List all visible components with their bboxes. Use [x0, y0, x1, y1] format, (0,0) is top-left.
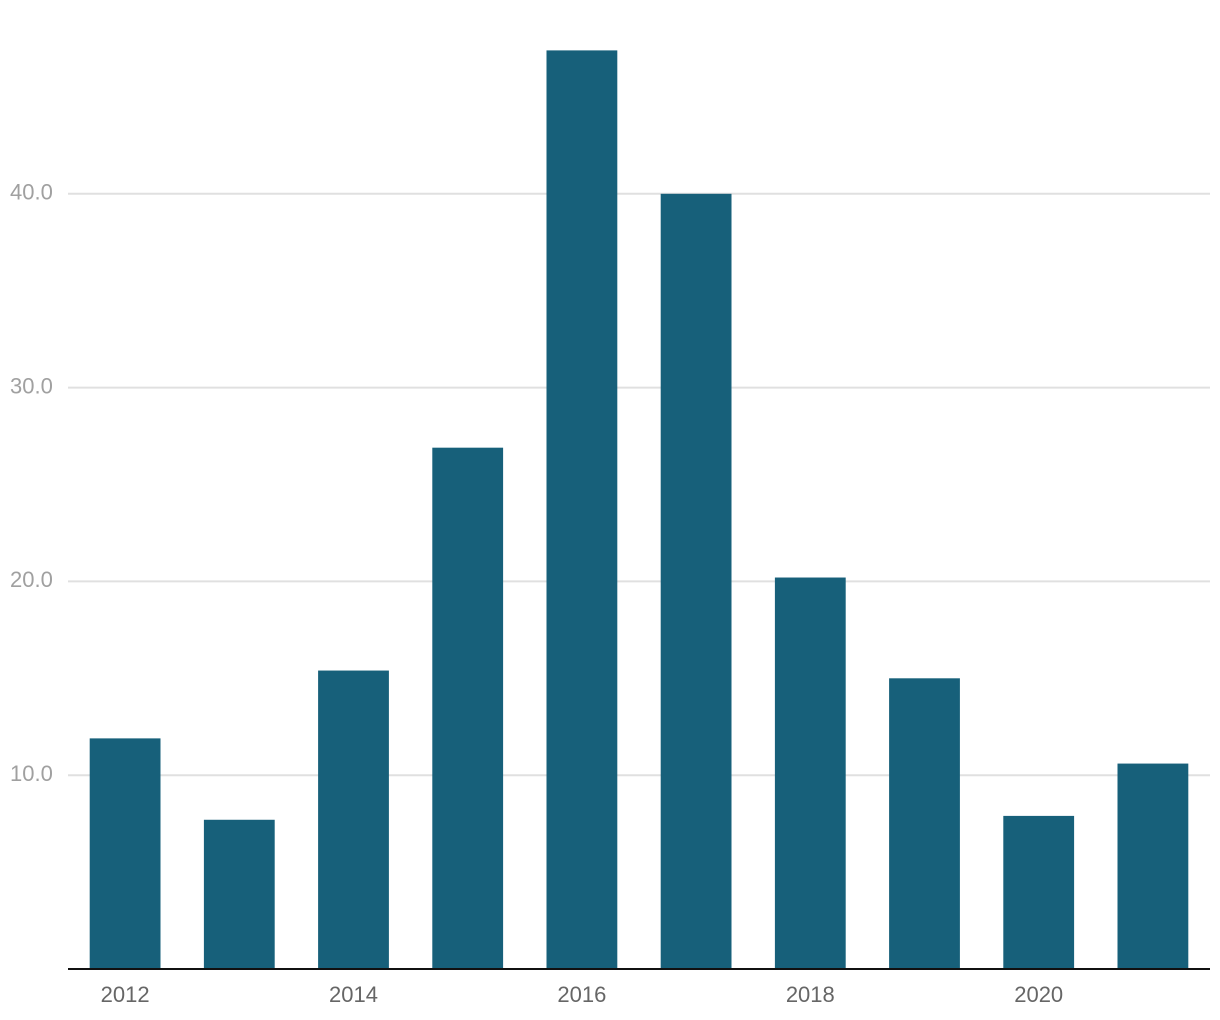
- y-tick-label: 10.0: [10, 761, 53, 786]
- bar: [89, 738, 161, 969]
- bar: [660, 193, 732, 970]
- x-tick-label: 2018: [786, 982, 835, 1007]
- bar: [1003, 815, 1075, 969]
- x-tick-label: 2014: [329, 982, 378, 1007]
- bar: [203, 819, 275, 969]
- x-tick-label: 2012: [101, 982, 150, 1007]
- bar: [1117, 763, 1189, 969]
- x-tick-label: 2020: [1014, 982, 1063, 1007]
- y-tick-label: 30.0: [10, 373, 53, 398]
- x-tick-label: 2016: [557, 982, 606, 1007]
- bar: [546, 50, 618, 969]
- y-tick-label: 40.0: [10, 180, 53, 205]
- bar: [889, 678, 960, 969]
- y-tick-label: 20.0: [10, 567, 53, 592]
- bar: [432, 447, 504, 970]
- bar: [774, 577, 846, 969]
- bar: [318, 670, 389, 969]
